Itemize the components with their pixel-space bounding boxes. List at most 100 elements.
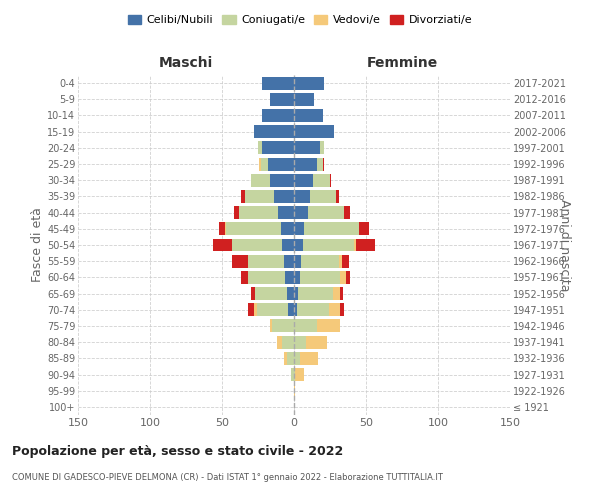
Text: Femmine: Femmine <box>367 56 437 70</box>
Bar <box>294 158 317 170</box>
Bar <box>294 384 295 397</box>
Bar <box>340 271 346 284</box>
Bar <box>294 206 308 219</box>
Bar <box>340 304 344 316</box>
Bar <box>356 238 374 252</box>
Bar <box>320 142 324 154</box>
Bar <box>259 158 261 170</box>
Bar <box>226 222 281 235</box>
Bar <box>344 206 350 219</box>
Bar <box>286 271 294 284</box>
Bar <box>288 304 294 316</box>
Bar <box>294 109 323 122</box>
Bar <box>294 76 324 90</box>
Bar <box>283 238 294 252</box>
Bar <box>355 238 356 252</box>
Text: Popolazione per età, sesso e stato civile - 2022: Popolazione per età, sesso e stato civil… <box>12 445 343 458</box>
Bar <box>313 174 330 186</box>
Legend: Celibi/Nubili, Coniugati/e, Vedovi/e, Divorziati/e: Celibi/Nubili, Coniugati/e, Vedovi/e, Di… <box>124 10 476 30</box>
Bar <box>329 304 340 316</box>
Bar <box>225 222 226 235</box>
Bar <box>294 352 300 365</box>
Bar <box>258 142 262 154</box>
Bar <box>268 158 294 170</box>
Bar <box>317 320 340 332</box>
Bar <box>300 271 340 284</box>
Bar <box>251 174 269 186</box>
Bar <box>295 368 304 381</box>
Bar <box>278 206 294 219</box>
Bar <box>281 222 294 235</box>
Bar <box>294 336 305 348</box>
Y-axis label: Fasce di età: Fasce di età <box>31 208 44 282</box>
Bar <box>294 368 295 381</box>
Bar <box>294 287 298 300</box>
Bar <box>323 158 324 170</box>
Bar <box>241 190 245 203</box>
Bar <box>248 271 286 284</box>
Bar <box>304 222 359 235</box>
Bar <box>294 238 302 252</box>
Bar <box>269 93 294 106</box>
Bar <box>294 320 317 332</box>
Bar <box>340 287 343 300</box>
Bar <box>255 287 287 300</box>
Text: Maschi: Maschi <box>159 56 213 70</box>
Bar <box>294 190 310 203</box>
Bar <box>300 352 319 365</box>
Bar <box>233 206 239 219</box>
Bar <box>239 206 278 219</box>
Bar <box>291 368 294 381</box>
Bar <box>269 320 272 332</box>
Bar <box>294 174 313 186</box>
Bar <box>333 287 340 300</box>
Bar <box>284 352 287 365</box>
Bar <box>302 238 355 252</box>
Bar <box>214 238 232 252</box>
Bar <box>274 190 294 203</box>
Bar <box>284 254 294 268</box>
Bar <box>294 254 301 268</box>
Bar <box>287 352 294 365</box>
Bar <box>219 222 225 235</box>
Bar <box>310 190 336 203</box>
Bar <box>283 336 294 348</box>
Bar <box>287 287 294 300</box>
Bar <box>261 158 268 170</box>
Bar <box>232 238 283 252</box>
Bar <box>294 93 314 106</box>
Bar <box>294 304 297 316</box>
Text: COMUNE DI GADESCO-PIEVE DELMONA (CR) - Dati ISTAT 1° gennaio 2022 - Elaborazione: COMUNE DI GADESCO-PIEVE DELMONA (CR) - D… <box>12 472 443 482</box>
Bar <box>330 174 331 186</box>
Bar <box>254 304 257 316</box>
Bar <box>269 174 294 186</box>
Bar <box>294 125 334 138</box>
Bar <box>346 271 350 284</box>
Bar <box>294 142 320 154</box>
Bar <box>262 109 294 122</box>
Bar <box>301 254 338 268</box>
Bar <box>317 158 323 170</box>
Bar <box>359 222 369 235</box>
Bar <box>262 76 294 90</box>
Bar <box>272 320 294 332</box>
Bar <box>257 304 288 316</box>
Bar <box>254 125 294 138</box>
Bar <box>341 254 349 268</box>
Bar <box>277 336 283 348</box>
Bar <box>248 254 284 268</box>
Bar <box>308 206 344 219</box>
Bar <box>336 190 338 203</box>
Bar <box>294 271 300 284</box>
Bar <box>298 287 333 300</box>
Bar <box>248 304 254 316</box>
Bar <box>297 304 329 316</box>
Bar <box>251 287 255 300</box>
Bar <box>338 254 341 268</box>
Y-axis label: Anni di nascita: Anni di nascita <box>559 198 571 291</box>
Bar <box>232 254 248 268</box>
Bar <box>262 142 294 154</box>
Bar <box>241 271 248 284</box>
Bar <box>245 190 274 203</box>
Bar <box>305 336 327 348</box>
